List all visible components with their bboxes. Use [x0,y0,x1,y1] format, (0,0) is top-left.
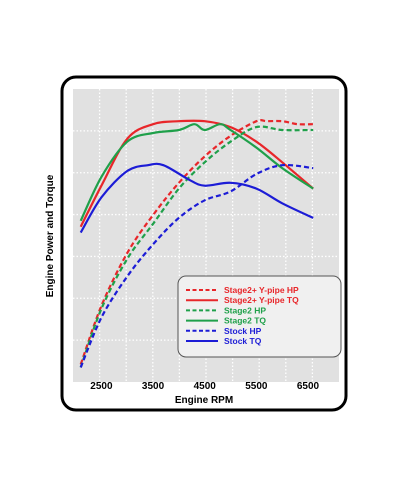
legend-label: Stage2 HP [224,305,266,315]
x-tick-label: 5500 [245,381,268,392]
x-tick-label: 4500 [194,381,217,392]
legend-label: Stock TQ [224,336,262,346]
series-lines [79,119,314,368]
legend-label: Stage2+ Y-pipe TQ [224,295,299,305]
legend-box [177,275,342,358]
x-tick-label: 6500 [297,381,320,392]
x-axis-label: Engine RPM [175,395,233,406]
series-line-6 [79,162,314,234]
legend-label: Stage2+ Y-pipe HP [224,285,299,295]
series-line-3 [79,125,314,368]
legend-label: Stage2 TQ [224,316,266,326]
series-line-2 [79,119,314,228]
y-axis-label: Engine Power and Torque [45,174,56,297]
x-tick-label: 3500 [142,381,165,392]
series-line-1 [79,119,314,365]
series-line-5 [79,163,314,368]
series-line-4 [79,123,314,222]
x-tick-label: 2500 [90,381,113,392]
x-tick-labels: 2500 3500 4500 5500 6500 [90,381,319,392]
legend-label: Stock HP [224,326,262,336]
